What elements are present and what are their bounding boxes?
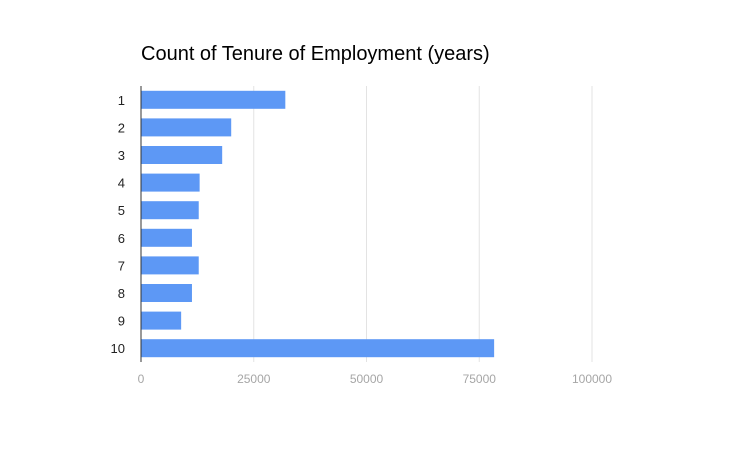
bar-5[interactable] — [141, 201, 199, 220]
bars — [141, 90, 495, 358]
x-tick-label: 100000 — [572, 372, 612, 386]
category-label: 10 — [111, 341, 125, 356]
bar-3[interactable] — [141, 146, 223, 164]
x-tick-label: 75000 — [463, 372, 497, 386]
gridlines — [253, 86, 593, 362]
bar-6[interactable] — [141, 228, 192, 247]
category-label: 7 — [118, 258, 125, 273]
x-tick-labels: 0 25000 50000 75000 100000 — [138, 372, 613, 386]
bar-7[interactable] — [141, 256, 199, 275]
bar-9[interactable] — [141, 311, 182, 330]
bar-4[interactable] — [141, 173, 200, 192]
bar-10[interactable] — [141, 339, 495, 358]
bar-8[interactable] — [141, 284, 192, 302]
x-tick-label: 0 — [138, 372, 145, 386]
x-tick-label: 25000 — [237, 372, 271, 386]
x-tick-label: 50000 — [350, 372, 384, 386]
category-label: 4 — [118, 176, 125, 191]
category-label: 3 — [118, 148, 125, 163]
category-label: 9 — [118, 314, 125, 329]
category-label: 1 — [118, 93, 125, 108]
category-label: 6 — [118, 231, 125, 246]
bar-1[interactable] — [141, 90, 286, 109]
bar-2[interactable] — [141, 118, 232, 137]
category-label: 8 — [118, 286, 125, 301]
category-label: 2 — [118, 120, 125, 135]
category-labels: 1 2 3 4 5 6 7 8 9 10 — [111, 93, 125, 356]
chart-title: Count of Tenure of Employment (years) — [141, 43, 490, 65]
category-label: 5 — [118, 203, 125, 218]
